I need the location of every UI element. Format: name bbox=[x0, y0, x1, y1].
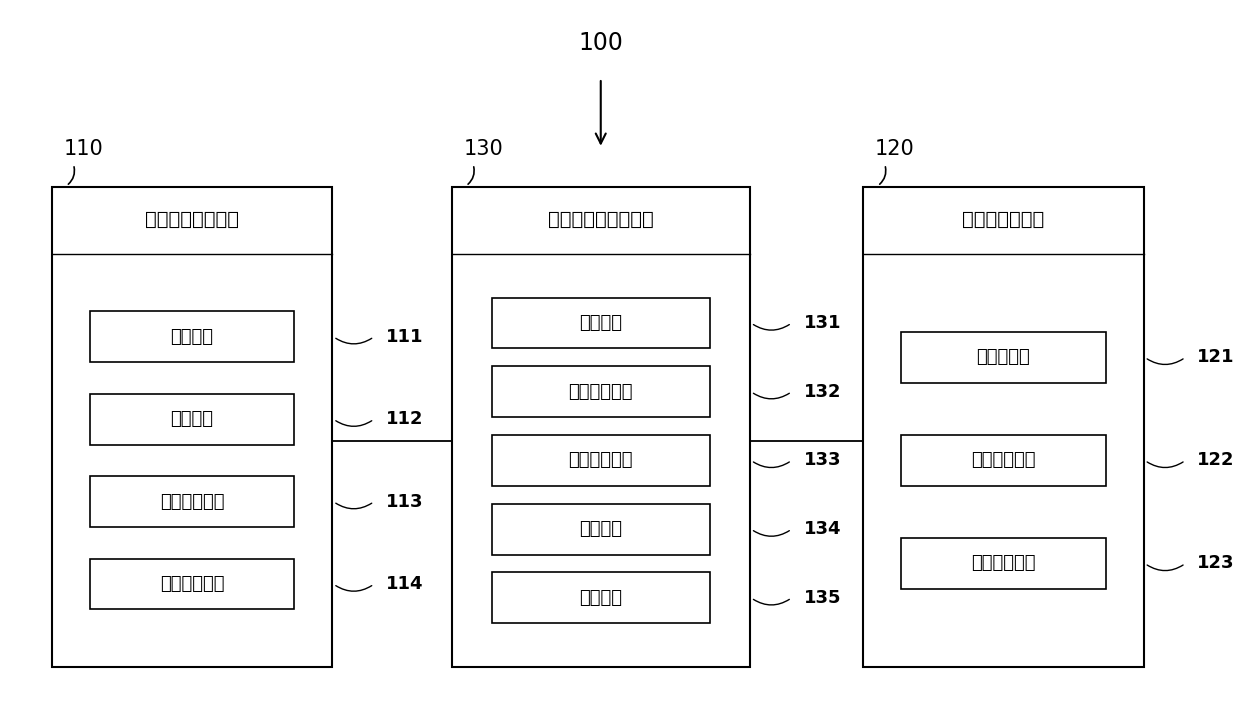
Text: 112: 112 bbox=[387, 410, 424, 429]
Bar bbox=[89, 394, 295, 445]
Text: 第二获取模块: 第二获取模块 bbox=[569, 451, 633, 469]
Bar bbox=[492, 297, 710, 349]
Text: 132: 132 bbox=[804, 383, 841, 401]
Text: 110: 110 bbox=[64, 138, 104, 158]
Text: 134: 134 bbox=[804, 520, 841, 538]
Text: 第二存储模块: 第二存储模块 bbox=[971, 555, 1036, 573]
Text: 设定模块: 设定模块 bbox=[580, 314, 622, 332]
Text: 道路监管子系统: 道路监管子系统 bbox=[963, 210, 1044, 230]
Text: 第一存储模块: 第一存储模块 bbox=[160, 575, 224, 593]
Text: 121: 121 bbox=[1197, 349, 1235, 366]
Text: 处理模块: 处理模块 bbox=[580, 520, 622, 538]
Text: 113: 113 bbox=[387, 493, 424, 511]
Bar bbox=[451, 188, 750, 667]
Bar bbox=[52, 188, 332, 667]
Text: 120: 120 bbox=[875, 138, 914, 158]
Bar bbox=[901, 538, 1105, 589]
Text: 130: 130 bbox=[463, 138, 503, 158]
Bar bbox=[492, 366, 710, 417]
Text: 114: 114 bbox=[387, 575, 424, 593]
Text: 111: 111 bbox=[387, 328, 424, 346]
Bar bbox=[901, 435, 1105, 486]
Bar bbox=[89, 312, 295, 362]
Text: 收费站监管子系统: 收费站监管子系统 bbox=[145, 210, 239, 230]
Text: 识别模块: 识别模块 bbox=[171, 328, 213, 346]
Text: 131: 131 bbox=[804, 314, 841, 332]
Text: 构建模块: 构建模块 bbox=[580, 589, 622, 607]
Text: 视频监控点: 视频监控点 bbox=[976, 349, 1031, 366]
Text: 133: 133 bbox=[804, 451, 841, 469]
Text: 第一获取模块: 第一获取模块 bbox=[569, 383, 633, 401]
Text: 图像处理模块: 图像处理模块 bbox=[971, 451, 1036, 469]
Text: 100: 100 bbox=[579, 31, 623, 55]
Text: 123: 123 bbox=[1197, 555, 1235, 573]
Bar bbox=[89, 476, 295, 527]
Bar bbox=[492, 435, 710, 486]
Bar bbox=[492, 573, 710, 623]
Bar bbox=[492, 504, 710, 555]
Text: 交通态势预测子系统: 交通态势预测子系统 bbox=[548, 210, 654, 230]
Text: 数据分析模块: 数据分析模块 bbox=[160, 493, 224, 511]
Text: 135: 135 bbox=[804, 589, 841, 607]
Bar bbox=[89, 559, 295, 610]
Text: 记录模块: 记录模块 bbox=[171, 410, 213, 429]
Text: 122: 122 bbox=[1197, 451, 1235, 469]
Bar bbox=[864, 188, 1144, 667]
Bar bbox=[901, 332, 1105, 383]
